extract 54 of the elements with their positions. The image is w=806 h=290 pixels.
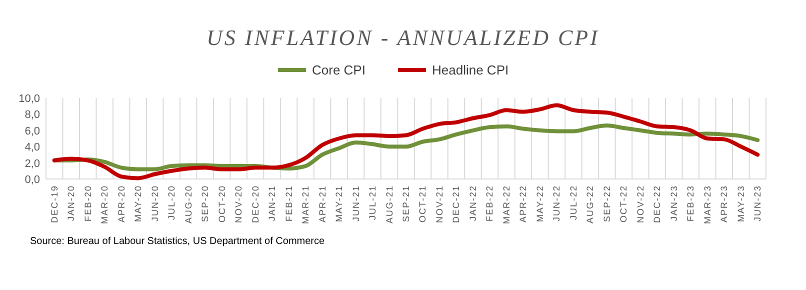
x-tick-label: JUN-20 bbox=[150, 185, 160, 222]
x-tick-label: DEC-22 bbox=[652, 185, 662, 224]
x-tick-label: APR-23 bbox=[719, 185, 730, 223]
x-tick-label: JUN-23 bbox=[752, 185, 763, 222]
x-tick-label: SEP-22 bbox=[602, 185, 612, 222]
x-tick-label: DEC-19 bbox=[49, 185, 60, 224]
x-tick-label: JAN-21 bbox=[267, 185, 278, 222]
x-tick-label: JUL-21 bbox=[368, 185, 378, 220]
x-tick-label: DEC-20 bbox=[250, 185, 260, 224]
x-tick-label: FEB-23 bbox=[686, 185, 696, 222]
x-tick-label: NOV-20 bbox=[234, 185, 244, 224]
x-tick-label: JUN-22 bbox=[552, 185, 562, 222]
x-tick-label: MAR-21 bbox=[300, 185, 311, 224]
x-tick-label: JAN-23 bbox=[668, 185, 679, 222]
x-tick-label: JAN-20 bbox=[66, 185, 76, 222]
x-tick-label: JAN-22 bbox=[468, 185, 478, 222]
x-tick-label: FEB-21 bbox=[284, 185, 294, 222]
x-tick-label: NOV-22 bbox=[635, 185, 646, 224]
x-tick-label: AUG-21 bbox=[384, 185, 394, 224]
x-tick-label: DEC-21 bbox=[451, 185, 462, 224]
x-tick-label: SEP-21 bbox=[401, 185, 411, 222]
y-tick-label: 4,0 bbox=[24, 142, 40, 154]
y-tick-label: 2,0 bbox=[24, 158, 40, 170]
y-tick-label: 10,0 bbox=[18, 93, 40, 105]
x-tick-label: MAY-23 bbox=[736, 185, 746, 222]
legend-label: Core CPI bbox=[312, 62, 366, 78]
x-tick-label: OCT-21 bbox=[418, 185, 428, 223]
x-tick-label: JUL-22 bbox=[568, 185, 578, 220]
x-tick-label: APR-21 bbox=[317, 185, 328, 223]
x-tick-label: SEP-20 bbox=[200, 185, 210, 222]
x-tick-label: NOV-21 bbox=[434, 185, 444, 224]
chart-title: US INFLATION - ANNUALIZED CPI bbox=[206, 25, 600, 50]
x-tick-label: OCT-22 bbox=[618, 185, 629, 223]
legend-label: Headline CPI bbox=[432, 62, 509, 78]
x-tick-label: AUG-20 bbox=[183, 185, 194, 224]
x-tick-label: MAY-20 bbox=[133, 185, 144, 222]
x-tick-label: APR-22 bbox=[518, 185, 528, 223]
x-tick-label: JUN-21 bbox=[350, 185, 361, 222]
y-tick-label: 6,0 bbox=[24, 125, 40, 138]
x-tick-label: MAY-21 bbox=[334, 185, 344, 222]
x-tick-label: FEB-22 bbox=[484, 185, 495, 222]
x-tick-label: APR-20 bbox=[116, 185, 126, 223]
x-tick-label: AUG-22 bbox=[585, 185, 596, 224]
y-tick-label: 8,0 bbox=[24, 109, 40, 122]
x-tick-label: JUL-20 bbox=[166, 185, 177, 220]
x-tick-label: FEB-20 bbox=[82, 185, 93, 222]
x-tick-label: MAR-22 bbox=[501, 185, 512, 224]
x-tick-label: MAR-20 bbox=[100, 185, 110, 224]
y-tick-label: 0,0 bbox=[24, 174, 40, 186]
source-note: Source: Bureau of Labour Statistics, US Department of Commerce bbox=[30, 236, 326, 247]
line-series bbox=[52, 103, 760, 180]
x-tick-label: OCT-20 bbox=[216, 185, 227, 223]
x-tick-label: MAY-22 bbox=[534, 185, 545, 222]
x-tick-label: MAR-23 bbox=[702, 185, 712, 224]
